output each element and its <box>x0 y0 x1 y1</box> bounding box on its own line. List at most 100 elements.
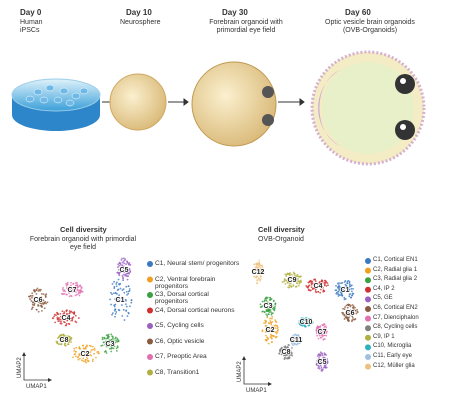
cell-dot <box>323 326 326 328</box>
cell-dot <box>63 334 66 337</box>
cell-dot <box>98 352 100 355</box>
cell-dot <box>323 366 325 369</box>
cell-dot <box>321 352 324 355</box>
cell-dot <box>311 288 314 290</box>
cell-dot <box>275 332 278 335</box>
cell-dot <box>321 281 324 284</box>
cell-dot <box>63 292 66 295</box>
cell-dot <box>317 290 320 293</box>
axis-arrows <box>23 354 50 381</box>
cell-dot <box>314 290 317 293</box>
cell-dot <box>286 278 289 280</box>
cell-dot <box>68 335 71 338</box>
cluster-label: C6 <box>346 310 355 317</box>
cell-dot <box>69 288 72 291</box>
cell-dot <box>116 341 119 343</box>
cell-dot <box>117 263 119 266</box>
cell-dot <box>74 314 77 317</box>
cluster-label: C5 <box>318 359 327 366</box>
cell-dot <box>356 309 358 311</box>
cell-dot <box>349 313 352 316</box>
stage-day: Day 60 <box>345 8 371 17</box>
cell-dot <box>327 284 329 287</box>
cell-dot <box>307 285 310 288</box>
cell-dot <box>351 316 354 319</box>
cell-dot <box>90 354 93 357</box>
cell-dot <box>125 263 128 265</box>
cell-dot <box>285 346 288 349</box>
cell-dot <box>254 263 257 265</box>
cell-dot <box>72 356 74 359</box>
cell-dot <box>120 270 123 273</box>
cell-dot <box>295 336 298 339</box>
cell-dot <box>291 341 294 344</box>
cell-dot <box>60 343 63 345</box>
cell-dot <box>318 328 321 331</box>
stage-label: Optic vesicle brain organoids (OVB-Organ… <box>325 19 415 35</box>
cell-dot <box>259 279 261 282</box>
legend-entry: C9, IP 1 <box>373 333 395 340</box>
cell-dot <box>59 322 62 325</box>
legend-entry: C7, Dienciphalon <box>373 314 419 321</box>
cell-dot <box>45 302 48 305</box>
cell-dot <box>115 349 118 352</box>
cell-dot <box>346 282 349 284</box>
cell-dot <box>291 339 293 341</box>
cell-dot <box>126 278 129 281</box>
cell-dot <box>130 299 133 302</box>
cell-dot <box>105 340 107 343</box>
cell-dot <box>301 319 303 322</box>
legend-swatch <box>365 334 371 341</box>
legend-entry: C10, Microglia <box>373 343 412 350</box>
cell-dot <box>46 301 49 304</box>
cell-dot <box>316 334 318 337</box>
cell-dot <box>253 272 256 275</box>
cell-dot <box>287 356 290 359</box>
cell-dot <box>115 311 118 313</box>
cell-dot <box>124 303 127 306</box>
cell-dot <box>318 353 321 356</box>
cell-dot <box>310 289 312 292</box>
cell-dot <box>339 287 342 290</box>
cell-dot <box>84 346 87 348</box>
cell-dot <box>63 343 66 346</box>
cell-dot <box>114 315 116 318</box>
cell-dot <box>125 309 128 312</box>
cell-dot <box>270 323 273 326</box>
cell-dot <box>286 280 289 283</box>
cell-dot <box>65 287 68 289</box>
cell-dot <box>345 309 348 312</box>
cell-dot <box>117 278 120 281</box>
cell-dot <box>110 346 113 348</box>
cell-dot <box>84 347 87 350</box>
cell-dot <box>115 285 118 288</box>
cell-dot <box>343 296 346 299</box>
cell-dot <box>313 286 316 289</box>
cell-dot <box>352 309 355 311</box>
cell-dot <box>290 273 293 276</box>
cell-dot <box>349 309 352 312</box>
legend-entry: C5, GE <box>373 295 393 302</box>
cell-dot <box>350 290 353 293</box>
cell-dot <box>296 334 299 337</box>
legend-entry: C12, Müller glia <box>373 362 415 369</box>
cell-dot <box>126 293 128 296</box>
cell-dot <box>60 333 63 336</box>
cell-dot <box>338 284 340 287</box>
legend-swatch <box>147 369 153 376</box>
cell-dot <box>338 282 340 284</box>
legend-entry: C8, Cycling cells <box>373 324 418 331</box>
cell-dot <box>110 303 112 306</box>
cell-dot <box>292 275 295 278</box>
cell-dot <box>92 358 94 361</box>
cell-dot <box>56 337 59 339</box>
cell-dot <box>344 306 346 308</box>
cell-dot <box>264 306 266 309</box>
cell-dot <box>269 305 272 308</box>
cell-dot <box>310 283 313 286</box>
cell-dot <box>349 283 351 286</box>
stage-day: Day 10 <box>126 8 152 17</box>
cell-dot <box>274 327 277 329</box>
cell-dot <box>321 323 324 326</box>
cell-dot <box>341 311 344 314</box>
